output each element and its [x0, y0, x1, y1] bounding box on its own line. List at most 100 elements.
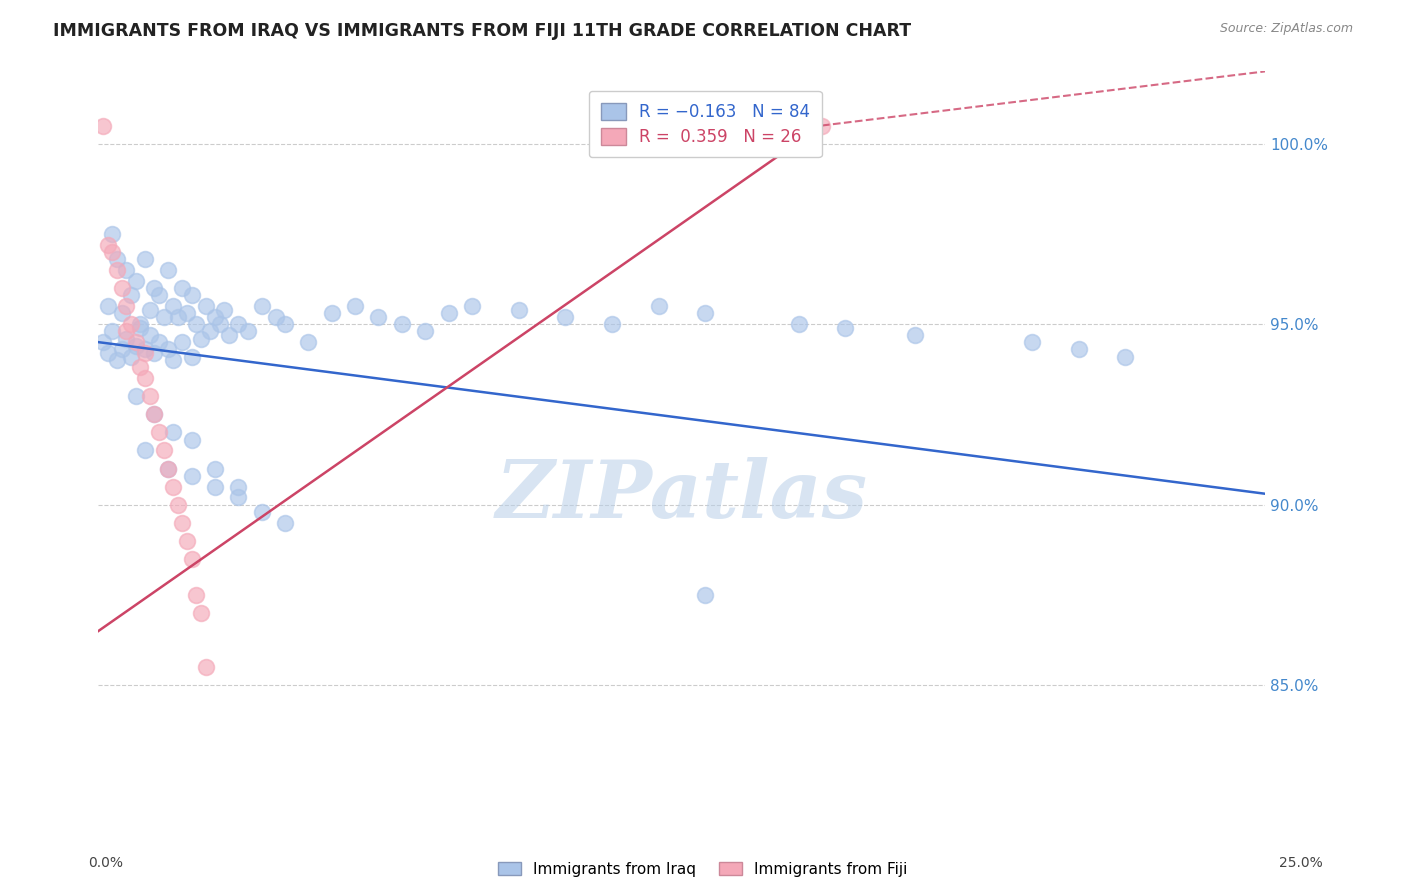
Point [214, 302, 236, 317]
Point [115, 299, 138, 313]
Point [344, 299, 367, 313]
Point [125, 339, 148, 353]
Point [148, 425, 170, 440]
Point [695, 306, 717, 320]
Point [391, 317, 413, 331]
Point [204, 479, 226, 493]
Point [115, 324, 138, 338]
Point [172, 335, 194, 350]
Point [134, 346, 156, 360]
Point [904, 327, 927, 342]
Point [101, 227, 124, 241]
Point [1114, 350, 1136, 364]
Point [105, 263, 128, 277]
Text: IMMIGRANTS FROM IRAQ VS IMMIGRANTS FROM FIJI 11TH GRADE CORRELATION CHART: IMMIGRANTS FROM IRAQ VS IMMIGRANTS FROM … [53, 22, 911, 40]
Point [152, 443, 174, 458]
Point [204, 461, 226, 475]
Point [129, 320, 152, 334]
Point [134, 371, 156, 385]
Point [166, 498, 188, 512]
Point [129, 317, 152, 331]
Point [190, 332, 212, 346]
Point [190, 606, 212, 620]
Point [120, 288, 142, 302]
Point [834, 320, 856, 334]
Point [554, 310, 576, 324]
Point [152, 310, 174, 324]
Point [1067, 343, 1090, 357]
Point [297, 335, 319, 350]
Point [218, 327, 240, 342]
Point [176, 306, 198, 320]
Point [228, 491, 250, 505]
Point [120, 350, 142, 364]
Point [186, 317, 208, 331]
Point [228, 317, 250, 331]
Point [180, 288, 202, 302]
Point [97, 299, 120, 313]
Point [194, 299, 217, 313]
Point [115, 332, 138, 346]
Point [176, 533, 198, 548]
Point [115, 263, 138, 277]
Point [264, 310, 287, 324]
Point [101, 324, 124, 338]
Point [125, 335, 148, 350]
Point [250, 505, 273, 519]
Text: ZIPatlas: ZIPatlas [496, 458, 868, 534]
Point [180, 551, 202, 566]
Point [437, 306, 460, 320]
Point [97, 237, 120, 252]
Point [367, 310, 389, 324]
Point [236, 324, 259, 338]
Point [125, 389, 148, 403]
Point [811, 119, 834, 133]
Point [461, 299, 484, 313]
Point [180, 350, 202, 364]
Point [204, 310, 226, 324]
Point [134, 252, 156, 266]
Point [166, 310, 188, 324]
Point [91, 119, 114, 133]
Point [162, 425, 184, 440]
Point [695, 588, 717, 602]
Point [157, 263, 180, 277]
Point [647, 299, 669, 313]
Point [413, 324, 436, 338]
Point [162, 353, 184, 368]
Point [105, 353, 128, 368]
Point [148, 335, 170, 350]
Point [274, 317, 297, 331]
Point [172, 281, 194, 295]
Point [139, 389, 162, 403]
Point [143, 346, 166, 360]
Point [508, 302, 530, 317]
Point [787, 317, 810, 331]
Point [274, 516, 297, 530]
Point [157, 461, 180, 475]
Point [139, 302, 162, 317]
Point [180, 468, 202, 483]
Point [194, 660, 217, 674]
Point [600, 317, 623, 331]
Point [134, 443, 156, 458]
Point [157, 461, 180, 475]
Point [180, 433, 202, 447]
Point [208, 317, 231, 331]
Point [186, 588, 208, 602]
Point [1021, 335, 1043, 350]
Text: Source: ZipAtlas.com: Source: ZipAtlas.com [1219, 22, 1353, 36]
Point [172, 516, 194, 530]
Point [139, 327, 162, 342]
Point [111, 306, 134, 320]
Point [157, 343, 180, 357]
Point [111, 281, 134, 295]
Text: 0.0%: 0.0% [89, 856, 122, 870]
Point [134, 343, 156, 357]
Legend: Immigrants from Iraq, Immigrants from Fiji: Immigrants from Iraq, Immigrants from Fi… [491, 854, 915, 884]
Point [143, 408, 166, 422]
Point [129, 360, 152, 375]
Point [120, 317, 142, 331]
Legend: R = −0.163   N = 84, R =  0.359   N = 26: R = −0.163 N = 84, R = 0.359 N = 26 [589, 91, 821, 157]
Point [143, 408, 166, 422]
